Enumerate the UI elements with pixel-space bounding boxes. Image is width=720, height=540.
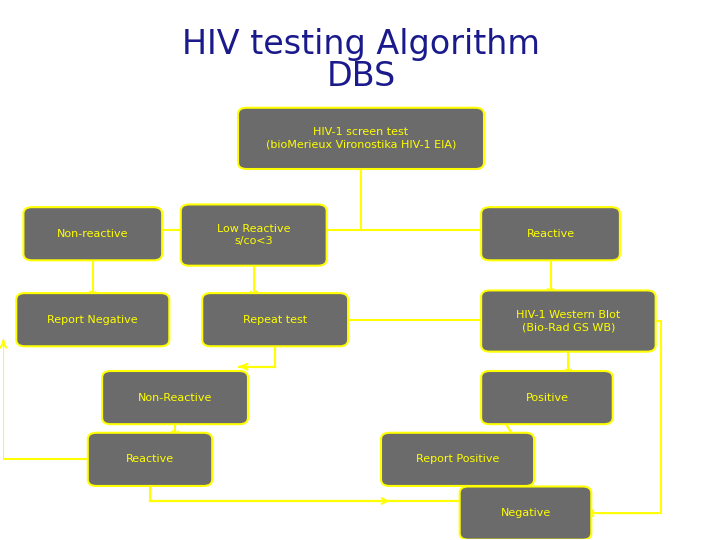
Text: Positive: Positive	[526, 393, 569, 403]
Text: Low Reactive
s/co<3: Low Reactive s/co<3	[217, 224, 290, 246]
FancyBboxPatch shape	[481, 371, 613, 424]
FancyBboxPatch shape	[88, 433, 212, 486]
FancyBboxPatch shape	[202, 293, 348, 346]
Text: Reactive: Reactive	[526, 229, 575, 239]
Text: HIV-1 screen test
(bioMerieux Vironostika HIV-1 EIA): HIV-1 screen test (bioMerieux Vironostik…	[266, 127, 456, 150]
Text: Report Negative: Report Negative	[48, 315, 138, 325]
FancyBboxPatch shape	[381, 433, 534, 486]
FancyBboxPatch shape	[481, 207, 620, 260]
FancyBboxPatch shape	[24, 207, 162, 260]
FancyBboxPatch shape	[181, 205, 327, 266]
FancyBboxPatch shape	[102, 371, 248, 424]
FancyBboxPatch shape	[459, 487, 591, 539]
Text: DBS: DBS	[326, 60, 395, 93]
FancyBboxPatch shape	[481, 291, 656, 352]
Text: Repeat test: Repeat test	[243, 315, 307, 325]
Text: Report Positive: Report Positive	[416, 454, 499, 464]
Text: HIV-1 Western Blot
(Bio-Rad GS WB): HIV-1 Western Blot (Bio-Rad GS WB)	[516, 310, 621, 332]
FancyBboxPatch shape	[17, 293, 169, 346]
Text: Reactive: Reactive	[126, 454, 174, 464]
Text: Non-reactive: Non-reactive	[57, 229, 129, 239]
Text: HIV testing Algorithm: HIV testing Algorithm	[182, 28, 540, 61]
Text: Non-Reactive: Non-Reactive	[138, 393, 212, 403]
Text: Negative: Negative	[500, 508, 551, 518]
FancyBboxPatch shape	[238, 108, 484, 169]
